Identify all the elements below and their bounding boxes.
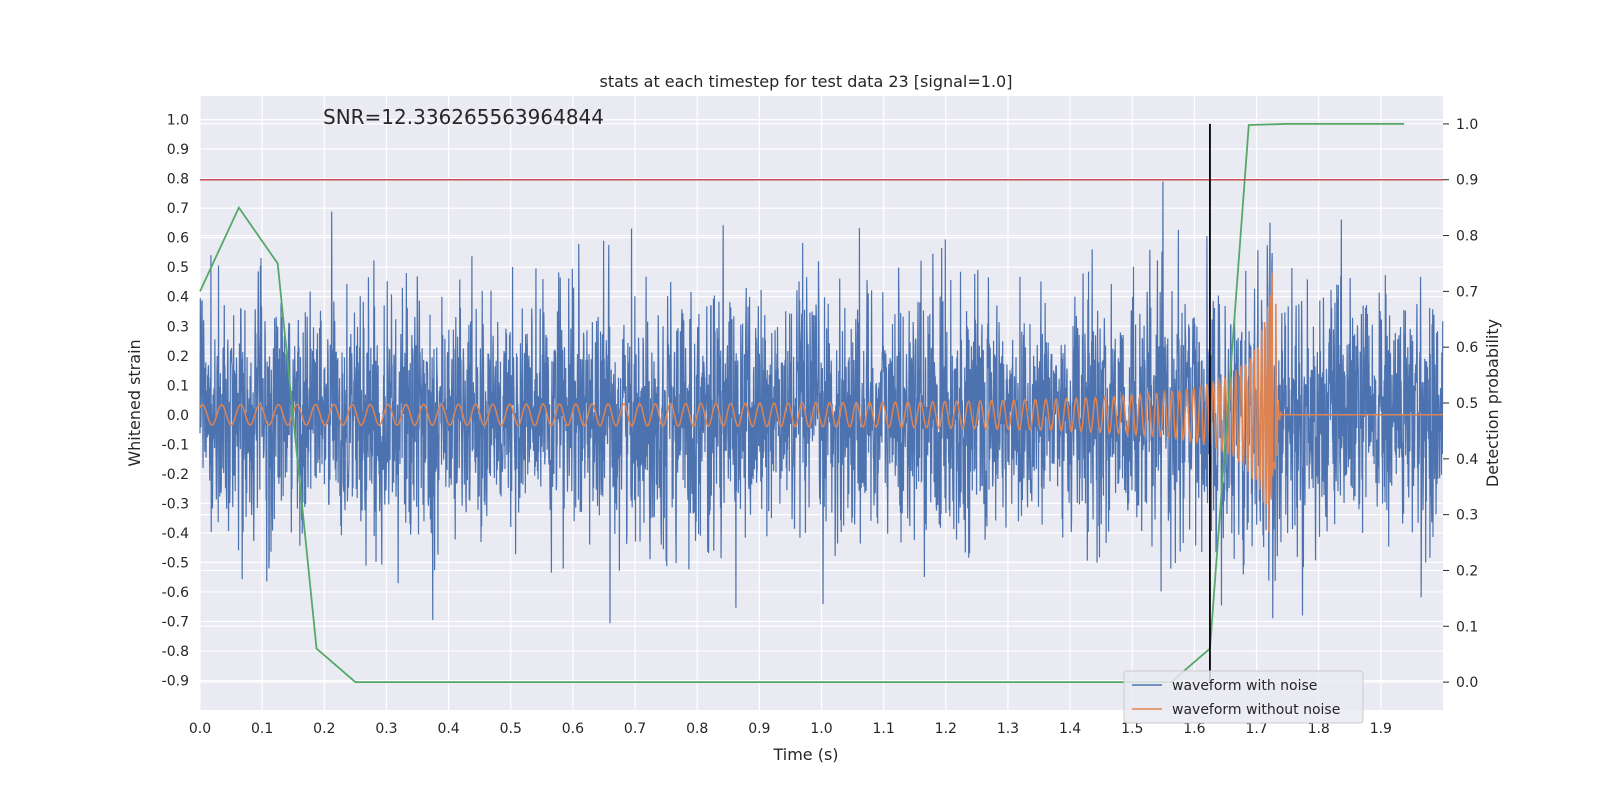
overlays (200, 123, 1443, 683)
right-tick-label: 0.8 (1456, 229, 1478, 245)
right-tick-label: 0.9 (1456, 173, 1478, 189)
y-tick-label: 0.2 (167, 349, 189, 365)
right-tick-label: 0.0 (1456, 675, 1478, 691)
x-tick-label: 0.7 (624, 721, 646, 737)
x-tick-label: 1.3 (997, 721, 1019, 737)
x-tick-label: 0.2 (313, 721, 335, 737)
right-tick-label: 0.2 (1456, 563, 1478, 579)
legend: waveform with noise waveform without noi… (1123, 670, 1364, 724)
x-tick-label: 0.8 (686, 721, 708, 737)
x-tick-label: 0.5 (500, 721, 522, 737)
right-axis-label: Detection probability (1483, 319, 1502, 487)
y-tick-label: -0.8 (162, 644, 189, 660)
x-tick-label: 1.4 (1059, 721, 1081, 737)
y-tick-label: 0.5 (167, 260, 189, 276)
snr-annotation: SNR=12.336265563964844 (323, 105, 604, 129)
legend-box (1123, 670, 1364, 724)
x-tick-label: 0.1 (251, 721, 273, 737)
y-tick-label: -0.4 (162, 526, 189, 542)
waveform-without-noise (199, 272, 1443, 533)
x-tick-label: 1.5 (1121, 721, 1143, 737)
right-tick-label: 0.5 (1456, 396, 1478, 412)
y-tick-label: 0.6 (167, 231, 189, 247)
y-tick-label: 0.3 (167, 319, 189, 335)
chirp-line (199, 272, 1443, 533)
x-tick-label: 1.0 (810, 721, 832, 737)
legend-entry-noise: waveform with noise (1172, 678, 1317, 694)
right-tick-label: 0.7 (1456, 284, 1478, 300)
legend-entry-clean: waveform without noise (1172, 702, 1340, 718)
y-tick-label: -0.1 (162, 437, 189, 453)
probability-line (199, 123, 1405, 683)
chart-title: stats at each timestep for test data 23 … (600, 72, 1013, 91)
right-tick-label: 0.4 (1456, 452, 1478, 468)
x-axis-ticks: 0.0 0.1 0.2 0.3 0.4 0.5 0.6 0.7 0.8 0.9 1.0 1.1 1.2 1… (189, 721, 1392, 737)
y-axis-ticks: 1.0 0.9 0.8 0.7 0.6 0.5 0.4 0.3 0.2 0.1 0.0 -0.1 -0.… (162, 113, 189, 690)
x-tick-label: 1.8 (1308, 721, 1330, 737)
y-tick-label: 0.4 (167, 290, 189, 306)
x-tick-label: 0.0 (189, 721, 211, 737)
x-tick-label: 0.6 (562, 721, 584, 737)
y-tick-label: -0.3 (162, 496, 189, 512)
y-tick-label: 0.8 (167, 172, 189, 188)
x-tick-label: 0.3 (375, 721, 397, 737)
x-tick-label: 1.2 (935, 721, 957, 737)
y-tick-label: 0.7 (167, 201, 189, 217)
right-tick-label: 1.0 (1456, 117, 1478, 133)
y-tick-label: -0.5 (162, 555, 189, 571)
y-tick-label: 0.1 (167, 378, 189, 394)
right-axis-ticks: 1.0 0.9 0.8 0.7 0.6 0.5 0.4 0.3 0.2 0.1 0.0 (1443, 117, 1478, 691)
right-tick-label: 0.6 (1456, 340, 1478, 356)
y-tick-label: -0.2 (162, 467, 189, 483)
y-tick-label: 0.9 (167, 142, 189, 158)
y-tick-label: -0.7 (162, 614, 189, 630)
x-tick-label: 0.4 (437, 721, 459, 737)
right-tick-label: 0.1 (1456, 619, 1478, 635)
right-tick-label: 0.3 (1456, 508, 1478, 524)
x-tick-label: 1.6 (1183, 721, 1205, 737)
y-axis-label: Whitened strain (125, 339, 144, 466)
y-tick-label: -0.9 (162, 673, 189, 689)
y-tick-label: 1.0 (167, 113, 189, 129)
x-tick-label: 0.9 (748, 721, 770, 737)
x-tick-label: 1.9 (1370, 721, 1392, 737)
y-tick-label: 0.0 (167, 408, 189, 424)
y-tick-label: -0.6 (162, 585, 189, 601)
detection-probability-series (199, 123, 1405, 683)
x-tick-label: 1.1 (873, 721, 895, 737)
x-axis-label: Time (s) (772, 745, 838, 764)
x-tick-label: 1.7 (1245, 721, 1267, 737)
